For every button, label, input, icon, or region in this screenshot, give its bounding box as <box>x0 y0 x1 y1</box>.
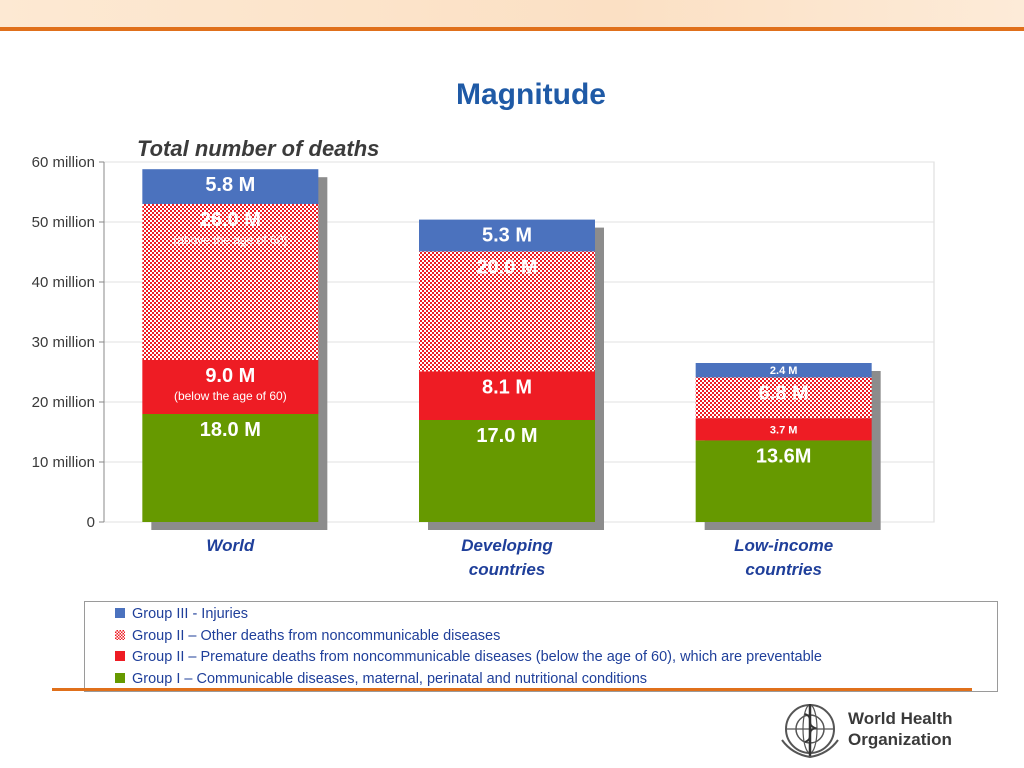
y-tick-label: 40 million <box>32 274 95 291</box>
legend-item: Group II – Other deaths from noncommunic… <box>115 628 500 648</box>
x-category-label: Developing <box>461 536 553 555</box>
chart-legend: Group III - Injuries Group II – Other dea… <box>84 601 998 692</box>
bar-segment <box>695 363 872 378</box>
legend-label: Group II – Other deaths from noncommunic… <box>132 627 501 644</box>
bar-segment <box>695 418 872 441</box>
bar-value-label: 5.3 M <box>482 225 532 247</box>
bar-value-label: 13.6M <box>756 445 812 467</box>
bar-value-label: 20.0 M <box>476 256 537 278</box>
stacked-bar-chart: 18.0 M 9.0 M (below the age of 60) 26.0 M (a… <box>32 154 935 579</box>
footer-divider <box>52 688 972 691</box>
chart-title: Total number of deaths <box>137 136 380 161</box>
bar-segment <box>142 360 319 414</box>
y-tick-label: 30 million <box>32 334 95 351</box>
who-emblem-icon <box>781 704 839 758</box>
bar-value-label: 17.0 M <box>476 425 537 447</box>
bar-segment <box>419 219 595 252</box>
bar-sublabel: (below the age of 60) <box>174 389 287 403</box>
x-category-label: World <box>206 536 254 555</box>
top-banner <box>0 0 1024 28</box>
legend-label: Group II – Premature deaths from noncomm… <box>132 649 822 665</box>
y-tick-label: 0 <box>87 514 95 531</box>
legend-swatch <box>115 629 125 640</box>
bar-value-label: 8.1 M <box>482 376 532 398</box>
bar-segment <box>142 414 319 522</box>
y-tick-label: 10 million <box>32 454 95 471</box>
bar-value-label: 2.4 M <box>770 365 798 377</box>
bar-segment <box>695 440 872 522</box>
bar-value-label: 3.7 M <box>770 424 798 436</box>
bar-value-label: 26.0 M <box>200 209 261 231</box>
bar-segment <box>695 377 872 419</box>
legend-swatch <box>115 672 125 683</box>
bar-segment <box>142 204 319 360</box>
top-divider <box>0 27 1024 31</box>
y-tick-label: 60 million <box>32 154 95 171</box>
legend-item: Group I – Communicable diseases, materna… <box>115 671 647 691</box>
y-tick-label: 20 million <box>32 394 95 411</box>
logo-text-line1: World Health <box>848 709 953 728</box>
legend-swatch <box>115 651 125 661</box>
bar-value-label: 18.0 M <box>200 419 261 441</box>
y-tick-label: 50 million <box>32 214 95 231</box>
logo-text-line2: Organization <box>848 730 952 749</box>
slide-title: Magnitude <box>456 78 606 111</box>
bar-segment <box>142 169 319 204</box>
legend-item: Group III - Injuries <box>115 606 248 626</box>
x-category-label: countries <box>745 560 822 579</box>
legend-label: Group I – Communicable diseases, materna… <box>132 670 648 687</box>
bar-value-label: 9.0 M <box>205 365 255 387</box>
bar-segment <box>419 420 595 522</box>
who-logo: World Health Organization <box>778 700 968 758</box>
bar-value-label: 5.8 M <box>205 174 255 196</box>
bar-sublabel: (above the age of 60) <box>173 233 287 247</box>
legend-swatch <box>115 608 125 618</box>
bar-segment <box>419 371 595 420</box>
x-category-label: countries <box>469 560 546 579</box>
x-category-label: Low-income <box>734 536 833 555</box>
bar-value-label: 6.8 M <box>759 382 809 404</box>
bar-segment <box>419 251 595 372</box>
legend-label: Group III - Injuries <box>132 606 249 622</box>
legend-item: Group II – Premature deaths from noncomm… <box>115 649 822 669</box>
